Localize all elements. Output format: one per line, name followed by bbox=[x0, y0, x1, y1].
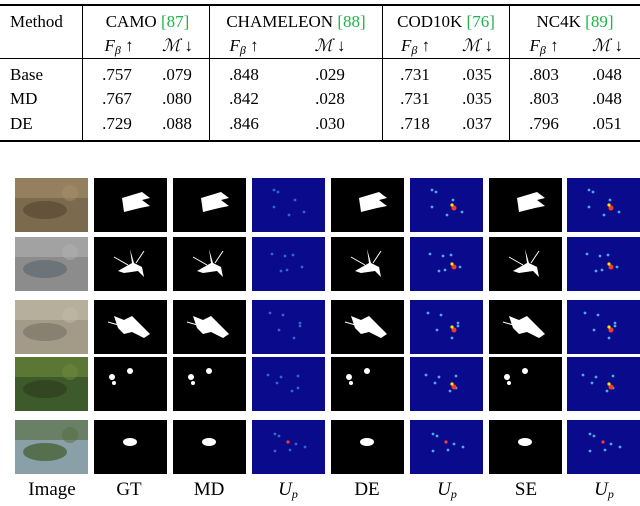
caption-de: DE bbox=[354, 479, 380, 500]
table-value-cell: .718 bbox=[400, 114, 430, 133]
table-divider bbox=[382, 4, 383, 141]
table-value-cell: .048 bbox=[592, 89, 622, 108]
caption-gt: GT bbox=[116, 479, 142, 500]
table-value-cell: .080 bbox=[162, 89, 192, 108]
table-divider bbox=[509, 4, 510, 141]
thumb-image bbox=[15, 420, 88, 474]
table-value-cell: .037 bbox=[462, 114, 492, 133]
thumb-md bbox=[173, 420, 246, 474]
table-top-rule bbox=[0, 4, 640, 6]
table-value-cell: .088 bbox=[162, 114, 192, 133]
metric-mae: ℳ ↓ bbox=[592, 36, 623, 55]
dataset-header-chameleon: CHAMELEON [88] bbox=[226, 12, 366, 31]
thumb-uncertainty-de bbox=[410, 300, 483, 354]
table-value-cell: .767 bbox=[102, 89, 132, 108]
thumb-md bbox=[173, 300, 246, 354]
dataset-header-cod10k: COD10K [76] bbox=[397, 12, 495, 31]
table-value-cell: .848 bbox=[229, 65, 259, 84]
thumb-image bbox=[15, 357, 88, 411]
metric-mae: ℳ ↓ bbox=[462, 36, 493, 55]
thumb-gt bbox=[94, 178, 167, 232]
table-value-cell: .729 bbox=[102, 114, 132, 133]
metric-f-beta: Fβ ↑ bbox=[400, 36, 431, 57]
table-value-cell: .029 bbox=[315, 65, 345, 84]
thumb-gt bbox=[94, 300, 167, 354]
thumb-uncertainty-se bbox=[567, 357, 640, 411]
thumb-de bbox=[331, 300, 404, 354]
caption-up-de: Up bbox=[437, 479, 457, 501]
table-value-cell: .796 bbox=[529, 114, 559, 133]
table-bottom-rule bbox=[0, 140, 640, 142]
thumb-se bbox=[489, 300, 562, 354]
thumb-de bbox=[331, 178, 404, 232]
thumb-se bbox=[489, 237, 562, 291]
table-value-cell: .757 bbox=[102, 65, 132, 84]
table-divider bbox=[209, 4, 210, 141]
thumb-image bbox=[15, 300, 88, 354]
table-value-cell: .051 bbox=[592, 114, 622, 133]
caption-image: Image bbox=[28, 479, 76, 500]
table-value-cell: .030 bbox=[315, 114, 345, 133]
metric-f-beta: Fβ ↑ bbox=[104, 36, 134, 57]
thumb-se bbox=[489, 420, 562, 474]
metric-mae: ℳ ↓ bbox=[162, 36, 193, 55]
table-value-cell: .079 bbox=[162, 65, 192, 84]
table-value-cell: .803 bbox=[529, 89, 559, 108]
thumb-gt bbox=[94, 420, 167, 474]
thumb-md bbox=[173, 178, 246, 232]
caption-md: MD bbox=[193, 479, 225, 500]
thumb-uncertainty-de bbox=[410, 420, 483, 474]
table-value-cell: .842 bbox=[229, 89, 259, 108]
thumb-md bbox=[173, 357, 246, 411]
thumb-uncertainty-se bbox=[567, 237, 640, 291]
dataset-header-nc4k: NC4K [89] bbox=[536, 12, 614, 31]
thumb-de bbox=[331, 237, 404, 291]
thumb-uncertainty-md bbox=[252, 420, 325, 474]
table-value-cell: .035 bbox=[462, 89, 492, 108]
table-value-cell: .028 bbox=[315, 89, 345, 108]
table-value-cell: .803 bbox=[529, 65, 559, 84]
thumb-uncertainty-md bbox=[252, 357, 325, 411]
table-value-cell: .731 bbox=[400, 89, 430, 108]
table-value-cell: .731 bbox=[400, 65, 430, 84]
thumb-uncertainty-de bbox=[410, 237, 483, 291]
thumb-se bbox=[489, 357, 562, 411]
table-mid-rule bbox=[0, 58, 640, 59]
thumb-uncertainty-se bbox=[567, 178, 640, 232]
metric-f-beta: Fβ ↑ bbox=[229, 36, 259, 57]
table-value-cell: .846 bbox=[229, 114, 259, 133]
thumb-gt bbox=[94, 237, 167, 291]
row-method-label: DE bbox=[10, 114, 33, 133]
thumb-uncertainty-md bbox=[252, 237, 325, 291]
thumb-uncertainty-md bbox=[252, 300, 325, 354]
results-table: Method CAMO [87] CHAMELEON [88] COD10K [… bbox=[0, 0, 640, 150]
table-value-cell: .048 bbox=[592, 65, 622, 84]
thumb-md bbox=[173, 237, 246, 291]
qualitative-figure bbox=[0, 170, 640, 480]
method-header: Method bbox=[10, 12, 63, 31]
thumb-se bbox=[489, 178, 562, 232]
dataset-header-camo: CAMO [87] bbox=[105, 12, 190, 31]
thumb-uncertainty-md bbox=[252, 178, 325, 232]
metric-mae: ℳ ↓ bbox=[314, 36, 346, 55]
table-value-cell: .035 bbox=[462, 65, 492, 84]
caption-up-md: Up bbox=[278, 479, 298, 501]
metric-f-beta: Fβ ↑ bbox=[529, 36, 559, 57]
thumb-uncertainty-se bbox=[567, 420, 640, 474]
thumb-uncertainty-de bbox=[410, 357, 483, 411]
caption-up-se: Up bbox=[594, 479, 614, 501]
table-divider bbox=[82, 4, 83, 141]
row-method-label: MD bbox=[10, 89, 38, 108]
thumb-uncertainty-de bbox=[410, 178, 483, 232]
thumb-de bbox=[331, 357, 404, 411]
caption-se: SE bbox=[514, 479, 538, 500]
thumb-de bbox=[331, 420, 404, 474]
row-method-label: Base bbox=[10, 65, 44, 84]
thumb-image bbox=[15, 237, 88, 291]
thumb-gt bbox=[94, 357, 167, 411]
thumb-uncertainty-se bbox=[567, 300, 640, 354]
thumb-image bbox=[15, 178, 88, 232]
